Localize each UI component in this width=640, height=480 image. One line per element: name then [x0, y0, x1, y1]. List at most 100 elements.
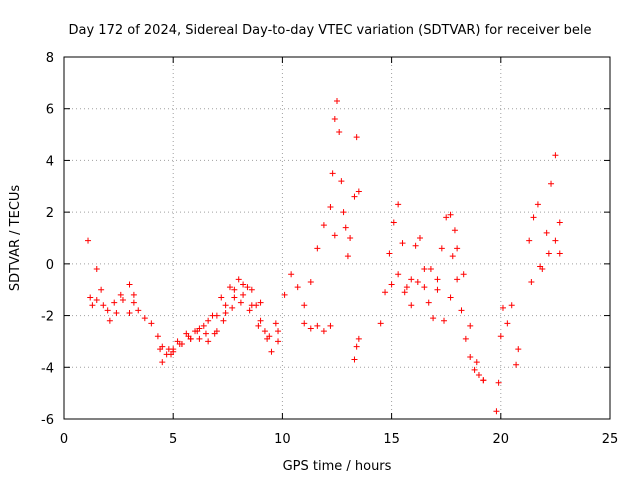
data-point: [168, 351, 175, 358]
data-point: [353, 134, 360, 141]
series-arc-6: [170, 281, 264, 353]
data-point: [336, 128, 343, 135]
data-point: [213, 312, 220, 319]
data-point: [447, 211, 454, 218]
data-point: [205, 338, 212, 345]
data-point: [414, 278, 421, 285]
data-point: [382, 289, 389, 296]
data-point: [497, 333, 504, 340]
data-point: [528, 278, 535, 285]
data-point: [377, 320, 384, 327]
y-tick-label: 6: [46, 103, 54, 118]
data-point: [235, 276, 242, 283]
data-point: [467, 353, 474, 360]
x-tick-label: 10: [274, 432, 291, 447]
data-point: [205, 317, 212, 324]
data-point: [98, 286, 105, 293]
data-point: [449, 253, 456, 260]
data-point: [467, 322, 474, 329]
data-point: [157, 346, 164, 353]
data-point: [515, 346, 522, 353]
data-point: [513, 361, 520, 368]
data-point: [244, 284, 251, 291]
data-point: [438, 245, 445, 252]
data-point: [408, 276, 415, 283]
data-point: [257, 299, 264, 306]
data-point: [240, 281, 247, 288]
plot-frame: [63, 56, 611, 420]
data-point: [281, 291, 288, 298]
data-point: [89, 302, 96, 309]
data-point: [355, 335, 362, 342]
x-axis-label: GPS time / hours: [283, 459, 392, 474]
y-tick-label: 2: [46, 206, 54, 221]
data-point: [222, 309, 229, 316]
data-point: [272, 320, 279, 327]
data-point: [187, 335, 194, 342]
data-point: [441, 317, 448, 324]
data-point: [534, 201, 541, 208]
data-point: [331, 232, 338, 239]
data-point: [126, 281, 133, 288]
data-point: [430, 315, 437, 322]
series-arc-7: [275, 203, 338, 335]
data-point: [106, 317, 113, 324]
data-points: [85, 97, 563, 415]
data-point: [388, 281, 395, 288]
data-point: [327, 322, 334, 329]
x-tick-label: 25: [602, 432, 619, 447]
series-arc-5: [159, 299, 271, 366]
chart-title: Day 172 of 2024, Sidereal Day-to-day VTE…: [69, 23, 592, 38]
data-point: [85, 237, 92, 244]
data-point: [499, 304, 506, 311]
data-point: [447, 294, 454, 301]
data-point: [340, 209, 347, 216]
data-point: [261, 328, 268, 335]
data-point: [351, 193, 358, 200]
data-point: [196, 335, 203, 342]
data-point: [320, 222, 327, 229]
data-point: [401, 289, 408, 296]
data-point: [347, 235, 354, 241]
series-arc-2: [93, 291, 137, 324]
data-point: [495, 379, 502, 386]
data-point: [504, 320, 511, 327]
data-point: [111, 299, 118, 306]
data-point: [545, 250, 552, 257]
y-tick-label: -2: [41, 310, 54, 325]
grid: [64, 57, 610, 419]
data-point: [386, 250, 393, 257]
y-tick-label: 0: [46, 258, 54, 273]
data-point: [240, 291, 247, 298]
data-point: [301, 320, 308, 327]
data-point: [552, 152, 559, 159]
data-point: [434, 276, 441, 283]
data-point: [355, 188, 362, 195]
data-point: [403, 284, 410, 291]
data-point: [246, 307, 253, 314]
y-axis-label: SDTVAR / TECUs: [8, 185, 23, 292]
data-point: [104, 307, 111, 314]
data-point: [218, 294, 225, 301]
data-point: [288, 271, 295, 278]
series-arc-10: [351, 335, 362, 363]
data-point: [231, 286, 238, 293]
x-tick-label: 0: [60, 432, 68, 447]
data-point: [480, 377, 487, 384]
data-point: [334, 97, 340, 104]
data-point: [220, 317, 227, 324]
y-tick-label: 8: [46, 51, 54, 66]
data-point: [526, 237, 533, 244]
data-point: [307, 278, 314, 285]
data-point: [154, 333, 161, 340]
data-point: [530, 214, 537, 221]
y-tick-label: -4: [41, 361, 54, 376]
data-point: [87, 294, 94, 301]
data-point: [130, 299, 137, 306]
data-point: [548, 180, 555, 187]
data-point: [100, 302, 107, 309]
data-point: [327, 203, 334, 210]
data-point: [427, 266, 434, 273]
